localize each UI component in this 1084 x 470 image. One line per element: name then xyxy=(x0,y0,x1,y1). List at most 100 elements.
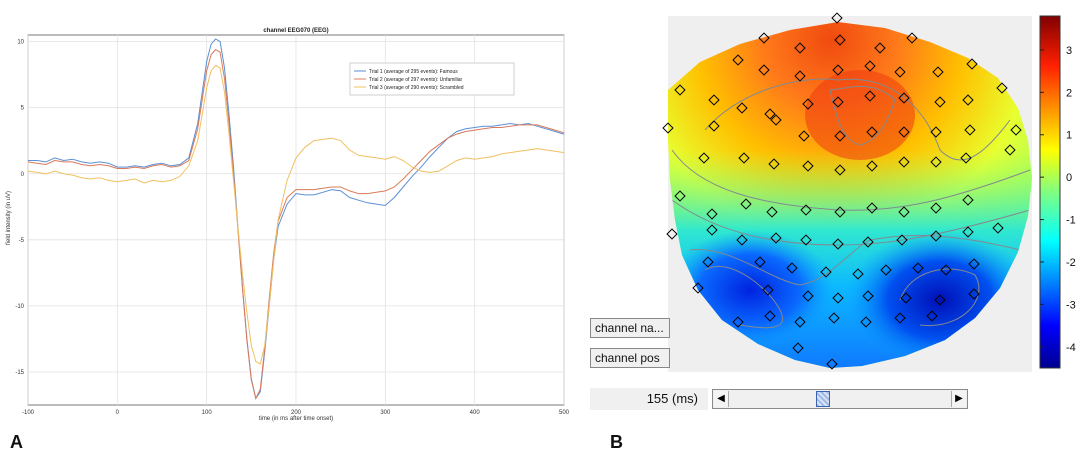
electrode-marker xyxy=(800,234,812,246)
electrode-marker xyxy=(802,98,814,110)
colorbar-tick-label: -3 xyxy=(1066,299,1076,311)
electrode-marker xyxy=(832,64,844,76)
y-tick-label: -15 xyxy=(15,370,24,376)
electrode-marker xyxy=(962,94,974,106)
x-axis-label: time (in ms after time onset) xyxy=(259,416,333,422)
contour-line xyxy=(704,78,1011,161)
electrode-marker xyxy=(864,60,876,72)
electrode-marker xyxy=(828,312,840,324)
electrode-marker xyxy=(906,32,918,44)
x-tick-label: 200 xyxy=(291,410,302,416)
electrode-marker xyxy=(962,226,974,238)
electrode-marker xyxy=(930,126,942,138)
slider-thumb[interactable] xyxy=(816,391,831,407)
electrode-marker xyxy=(736,102,748,114)
electrode-marker xyxy=(758,32,770,44)
electrode-marker xyxy=(860,316,872,328)
electrode-marker xyxy=(834,34,846,46)
y-axis-label: field intensity (in uV) xyxy=(6,191,12,245)
colorbar-ticks: 3 2 1 0 -1 -2 -3 -4 xyxy=(1040,45,1076,354)
x-tick-label: 500 xyxy=(559,410,570,416)
electrode-marker xyxy=(880,264,892,276)
electrode-marker xyxy=(826,358,838,370)
electrode-marker xyxy=(900,292,912,304)
electrode-marker xyxy=(934,96,946,108)
electrode-marker xyxy=(866,160,878,172)
electrode-marker xyxy=(864,90,876,102)
y-tick-label: 5 xyxy=(21,106,25,112)
contour-line xyxy=(899,268,980,327)
arrow-left-icon[interactable]: ◀ xyxy=(714,391,729,407)
y-tick-label: 0 xyxy=(21,172,25,178)
electrode-marker xyxy=(898,92,910,104)
electrode-marker xyxy=(764,310,776,322)
electrode-marker xyxy=(800,204,812,216)
electrode-marker xyxy=(706,208,718,220)
time-readout: 155 (ms) xyxy=(590,388,708,410)
electrode-marker xyxy=(708,120,720,132)
electrode-marker xyxy=(706,224,718,236)
colorbar-gradient xyxy=(1039,15,1061,369)
colorbar-tick-label: -2 xyxy=(1066,257,1076,269)
electrode-marker xyxy=(832,96,844,108)
electrode-marker xyxy=(960,152,972,164)
grid-lines xyxy=(27,35,565,405)
electrode-marker xyxy=(768,158,780,170)
x-tick-label: 400 xyxy=(470,410,481,416)
electrode-marker xyxy=(662,122,674,134)
colorbar-tick-label: 1 xyxy=(1066,130,1072,142)
contour-line xyxy=(829,86,896,146)
channel-name-button[interactable]: channel na... xyxy=(590,318,670,338)
electrode-marker xyxy=(766,206,778,218)
electrode-marker xyxy=(992,222,1004,234)
electrode-marker xyxy=(874,42,886,54)
channel-pos-button[interactable]: channel pos xyxy=(590,348,670,368)
x-tick-label: 0 xyxy=(116,410,120,416)
electrode-marker xyxy=(898,206,910,218)
legend-entry-trial-2: Trial 2 (average of 297 events): Unfamil… xyxy=(369,77,463,83)
electrode-marker xyxy=(934,294,946,306)
electrode-marker xyxy=(732,54,744,66)
contour-line xyxy=(704,265,783,329)
electrode-marker xyxy=(898,126,910,138)
time-slider[interactable]: ◀ ▶ xyxy=(712,389,968,409)
x-tick-label: 100 xyxy=(202,410,213,416)
electrode-marker xyxy=(1004,144,1016,156)
electrode-marker xyxy=(964,124,976,136)
x-tick-label: -100 xyxy=(22,410,35,416)
colorbar: 3 2 1 0 -1 -2 -3 -4 xyxy=(1039,15,1076,369)
colorbar-tick-label: 0 xyxy=(1066,172,1072,184)
field-red-core xyxy=(805,70,915,160)
electrode-marker xyxy=(708,94,720,106)
electrode-marker xyxy=(758,64,770,76)
legend-entry-trial-1: Trial 1 (average of 295 events): Famous xyxy=(369,69,458,75)
electrode-markers xyxy=(662,12,1022,370)
electrode-marker xyxy=(896,234,908,246)
electrode-marker xyxy=(862,236,874,248)
electrode-marker xyxy=(666,228,678,240)
y-tick-label: -5 xyxy=(19,238,25,244)
electrode-marker xyxy=(968,288,980,300)
electrode-marker xyxy=(794,42,806,54)
contour-line xyxy=(689,235,1021,286)
electrode-marker xyxy=(852,268,864,280)
electrode-marker xyxy=(692,282,704,294)
electrode-marker xyxy=(834,164,846,176)
electrode-marker xyxy=(802,160,814,172)
colorbar-tick-label: -1 xyxy=(1066,215,1076,227)
electrode-marker xyxy=(770,114,782,126)
electrode-marker xyxy=(798,130,810,142)
arrow-right-icon[interactable]: ▶ xyxy=(951,391,966,407)
electrode-marker xyxy=(930,156,942,168)
colorbar-tick-label: -4 xyxy=(1066,342,1076,354)
electrode-marker xyxy=(894,66,906,78)
electrode-marker xyxy=(894,312,906,324)
legend-entry-trial-3: Trial 3 (average of 290 events): Scrambl… xyxy=(369,85,464,91)
panel-label-b: B xyxy=(610,432,623,452)
electrode-marker xyxy=(754,256,766,268)
electrode-marker xyxy=(762,284,774,296)
electrode-marker xyxy=(820,266,832,278)
colorbar-tick-label: 2 xyxy=(1066,87,1072,99)
electrode-marker xyxy=(674,190,686,202)
